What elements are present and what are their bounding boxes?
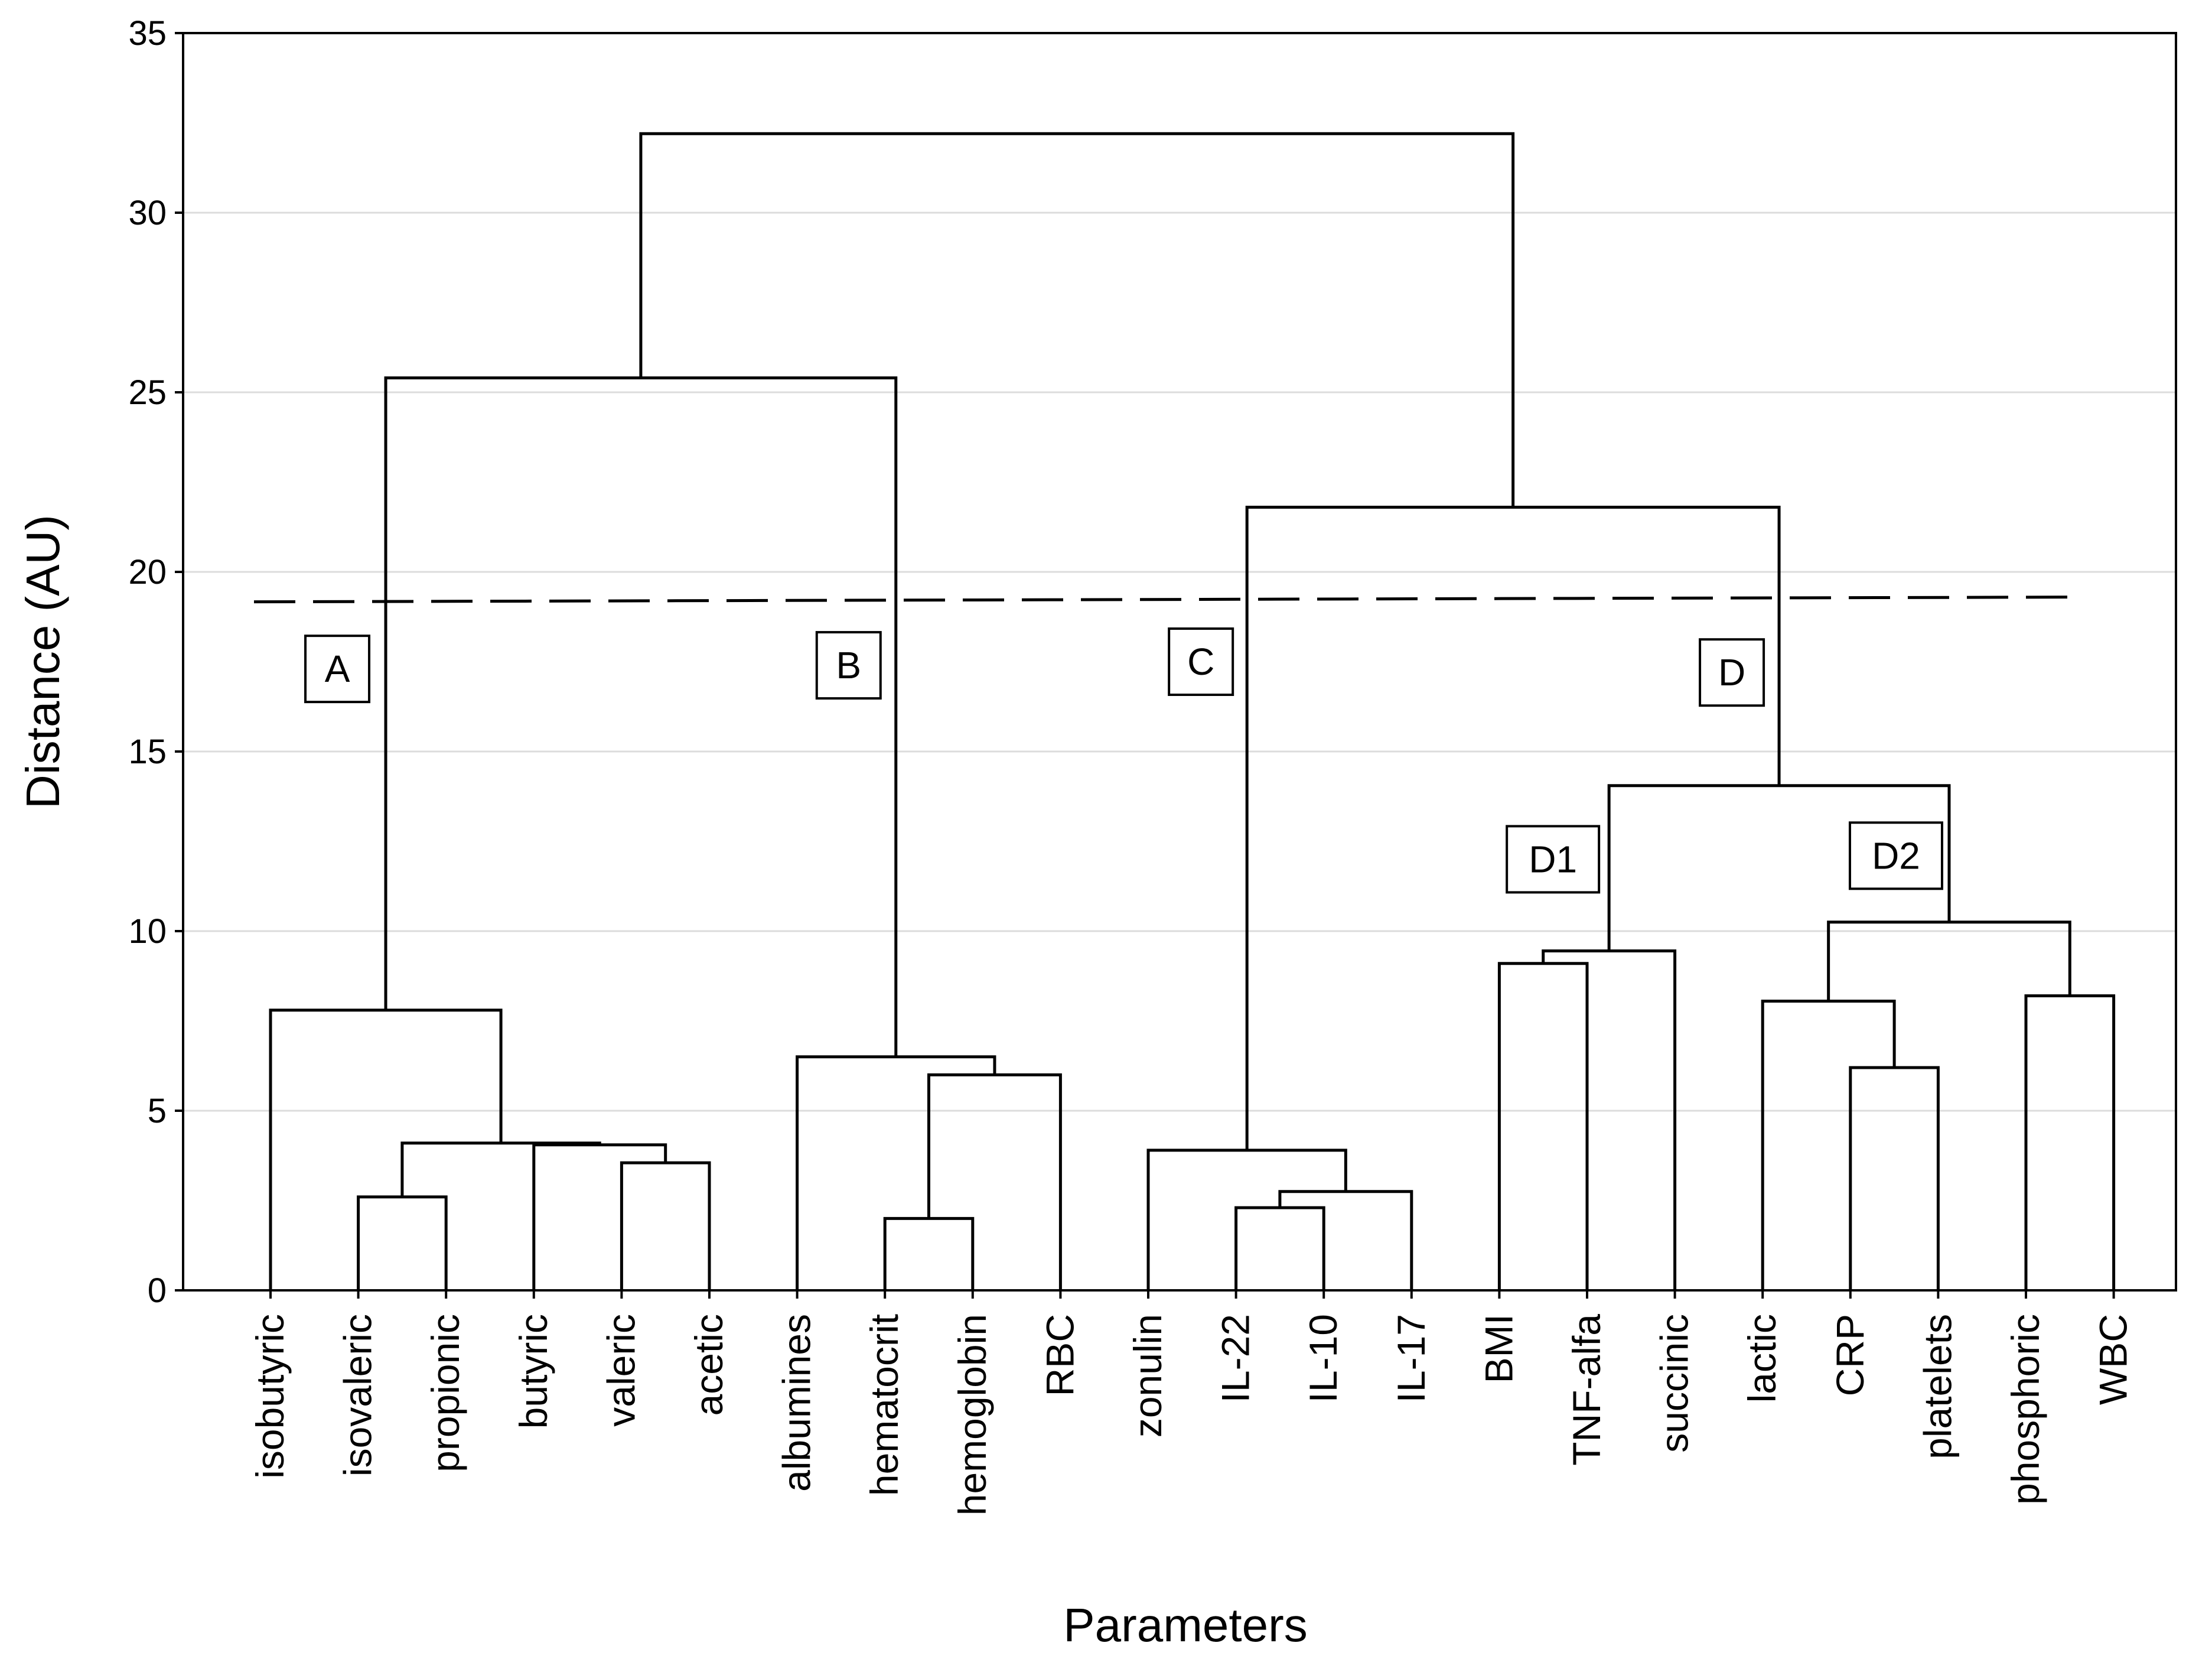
- leaf-label: acetic: [687, 1314, 731, 1416]
- dendrogram-link: [1497, 962, 1589, 1290]
- cluster-label-box: [1848, 821, 1943, 890]
- cluster-label-box: [1506, 825, 1601, 894]
- y-tick-label: 10: [128, 912, 167, 951]
- x-axis-title: Parameters: [1063, 1599, 1307, 1651]
- leaf-label: IL-17: [1389, 1314, 1433, 1403]
- dendrogram-link: [1761, 1000, 1896, 1290]
- y-tick-label: 0: [148, 1271, 167, 1310]
- y-axis-title: Distance (AU): [17, 515, 69, 809]
- leaf-label: platelets: [1915, 1314, 1959, 1459]
- cluster-label: A: [325, 648, 350, 690]
- dendrogram-link: [384, 376, 898, 1057]
- y-tick-label: 5: [148, 1092, 167, 1130]
- leaf-label: valeric: [599, 1314, 643, 1427]
- dendrogram-link: [532, 1143, 667, 1290]
- dendrogram-link: [883, 1216, 975, 1290]
- dendrogram-link: [1146, 1149, 1347, 1290]
- dendrogram-links: [269, 132, 2116, 1290]
- cluster-label: D2: [1872, 834, 1920, 877]
- leaf-label: succinic: [1653, 1314, 1696, 1453]
- gridlines: [183, 212, 2176, 1112]
- x-axis-leaf-labels: isobutyric isovaleric propionic butyric vale…: [248, 1290, 2135, 1515]
- dendrogram-link: [1542, 949, 1677, 1290]
- cluster-label-box: [304, 635, 371, 704]
- leaf-label: CRP: [1828, 1314, 1872, 1396]
- cluster-label-box: [1168, 627, 1234, 696]
- dendrogram-link: [1827, 920, 2071, 1001]
- leaf-label: lactic: [1740, 1314, 1784, 1403]
- leaf-label: RBC: [1038, 1314, 1081, 1396]
- leaf-label: hematocrit: [862, 1314, 906, 1496]
- cluster-labels: A B C D D1 D2: [304, 627, 1943, 894]
- dendrogram-link: [796, 1055, 996, 1290]
- leaf-label: TNF-alfa: [1565, 1314, 1608, 1466]
- cluster-label-box: [815, 631, 882, 700]
- dendrogram-link: [269, 1009, 503, 1290]
- leaf-label: BMI: [1477, 1314, 1520, 1383]
- dendrogram-link: [639, 132, 1515, 508]
- dendrogram-link: [927, 1073, 1062, 1290]
- dendrogram-link: [2024, 994, 2116, 1290]
- y-tick-label: 15: [128, 733, 167, 771]
- cluster-label: D: [1718, 651, 1745, 694]
- leaf-label: hemoglobin: [950, 1314, 994, 1515]
- dendrogram-link: [1849, 1066, 1940, 1290]
- dendrogram-link: [400, 1141, 601, 1197]
- dendrogram-link: [1234, 1206, 1325, 1290]
- leaf-label: propionic: [423, 1314, 467, 1472]
- cluster-label: C: [1187, 640, 1214, 683]
- leaf-label: isobutyric: [248, 1314, 292, 1479]
- leaf-label: IL-22: [1214, 1314, 1258, 1403]
- cluster-label: D1: [1529, 838, 1577, 880]
- y-tick-label: 35: [128, 14, 167, 53]
- leaf-label: WBC: [2092, 1314, 2135, 1405]
- cluster-label: B: [836, 644, 861, 687]
- leaf-label: phosphoric: [2003, 1314, 2047, 1505]
- y-tick-label: 20: [128, 553, 167, 591]
- cluster-label-box: [1699, 638, 1765, 707]
- y-tick-label: 25: [128, 373, 167, 412]
- dendrogram-link: [620, 1161, 711, 1290]
- leaf-label: isovaleric: [336, 1314, 380, 1476]
- cut-threshold-line: [253, 596, 2076, 604]
- leaf-label: zonulin: [1126, 1314, 1169, 1437]
- y-axis: 0 5 10 15 20 25 30 35: [128, 14, 183, 1310]
- leaf-label: albumines: [775, 1314, 819, 1492]
- dendrogram-link: [357, 1195, 448, 1290]
- leaf-label: IL-10: [1301, 1314, 1345, 1403]
- y-tick-label: 30: [128, 194, 167, 232]
- plot-frame: [182, 32, 2177, 1292]
- leaf-label: butyric: [512, 1314, 555, 1429]
